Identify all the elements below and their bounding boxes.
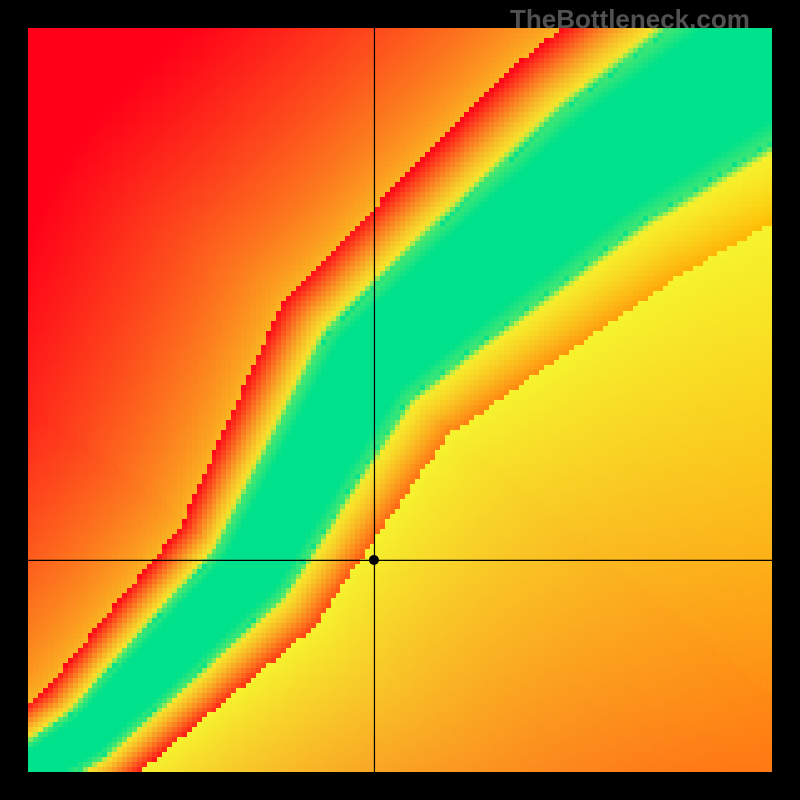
chart-container: TheBottleneck.com <box>0 0 800 800</box>
bottleneck-heatmap <box>0 0 800 800</box>
watermark-text: TheBottleneck.com <box>510 4 750 35</box>
